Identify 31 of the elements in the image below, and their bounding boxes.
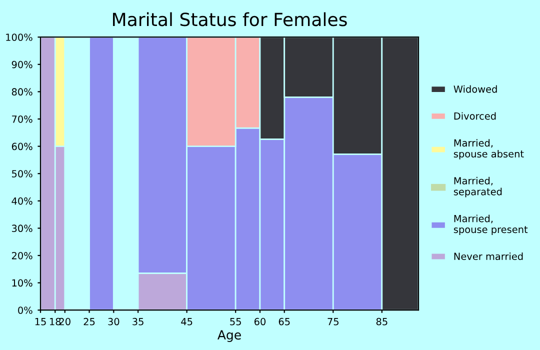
y-tick-label: 30% xyxy=(12,224,32,232)
y-tick-label: 90% xyxy=(12,60,32,68)
x-axis-title: Age xyxy=(218,330,241,342)
x-tick-label: 30 xyxy=(108,318,120,326)
x-tick-label: 85 xyxy=(376,318,388,326)
y-tick-label: 100% xyxy=(6,34,32,41)
y-tick-label: 40% xyxy=(12,197,32,205)
y-tick-label: 60% xyxy=(12,142,32,150)
y-tick-label: 80% xyxy=(12,88,32,96)
y-tick-label: 10% xyxy=(12,279,32,287)
legend-label: Divorced xyxy=(454,112,496,120)
x-tick-label: 75 xyxy=(328,318,338,326)
y-tick-label: 0% xyxy=(18,306,32,314)
x-tick-label: 20 xyxy=(59,318,70,326)
x-tick-label: 18 xyxy=(50,318,61,326)
legend-label: Married, separated xyxy=(454,176,502,198)
legend-label: Married, spouse present xyxy=(454,214,528,235)
chart-title: Marital Status for Females xyxy=(113,12,347,26)
x-tick-label: 15 xyxy=(35,318,46,326)
legend-label: Widowed xyxy=(454,85,497,93)
legend-label: Married, spouse absent xyxy=(454,139,524,160)
y-tick-label: 50% xyxy=(12,170,32,178)
x-tick-label: 25 xyxy=(84,318,95,326)
x-tick-label: 65 xyxy=(278,318,290,326)
x-tick-label: 45 xyxy=(181,318,192,326)
x-tick-label: 60 xyxy=(254,318,266,326)
x-tick-label: 55 xyxy=(230,318,241,326)
y-tick-label: 70% xyxy=(12,115,32,123)
x-tick-label: 35 xyxy=(132,318,144,326)
legend-label: Never married xyxy=(454,252,523,260)
y-tick-label: 20% xyxy=(12,252,32,260)
